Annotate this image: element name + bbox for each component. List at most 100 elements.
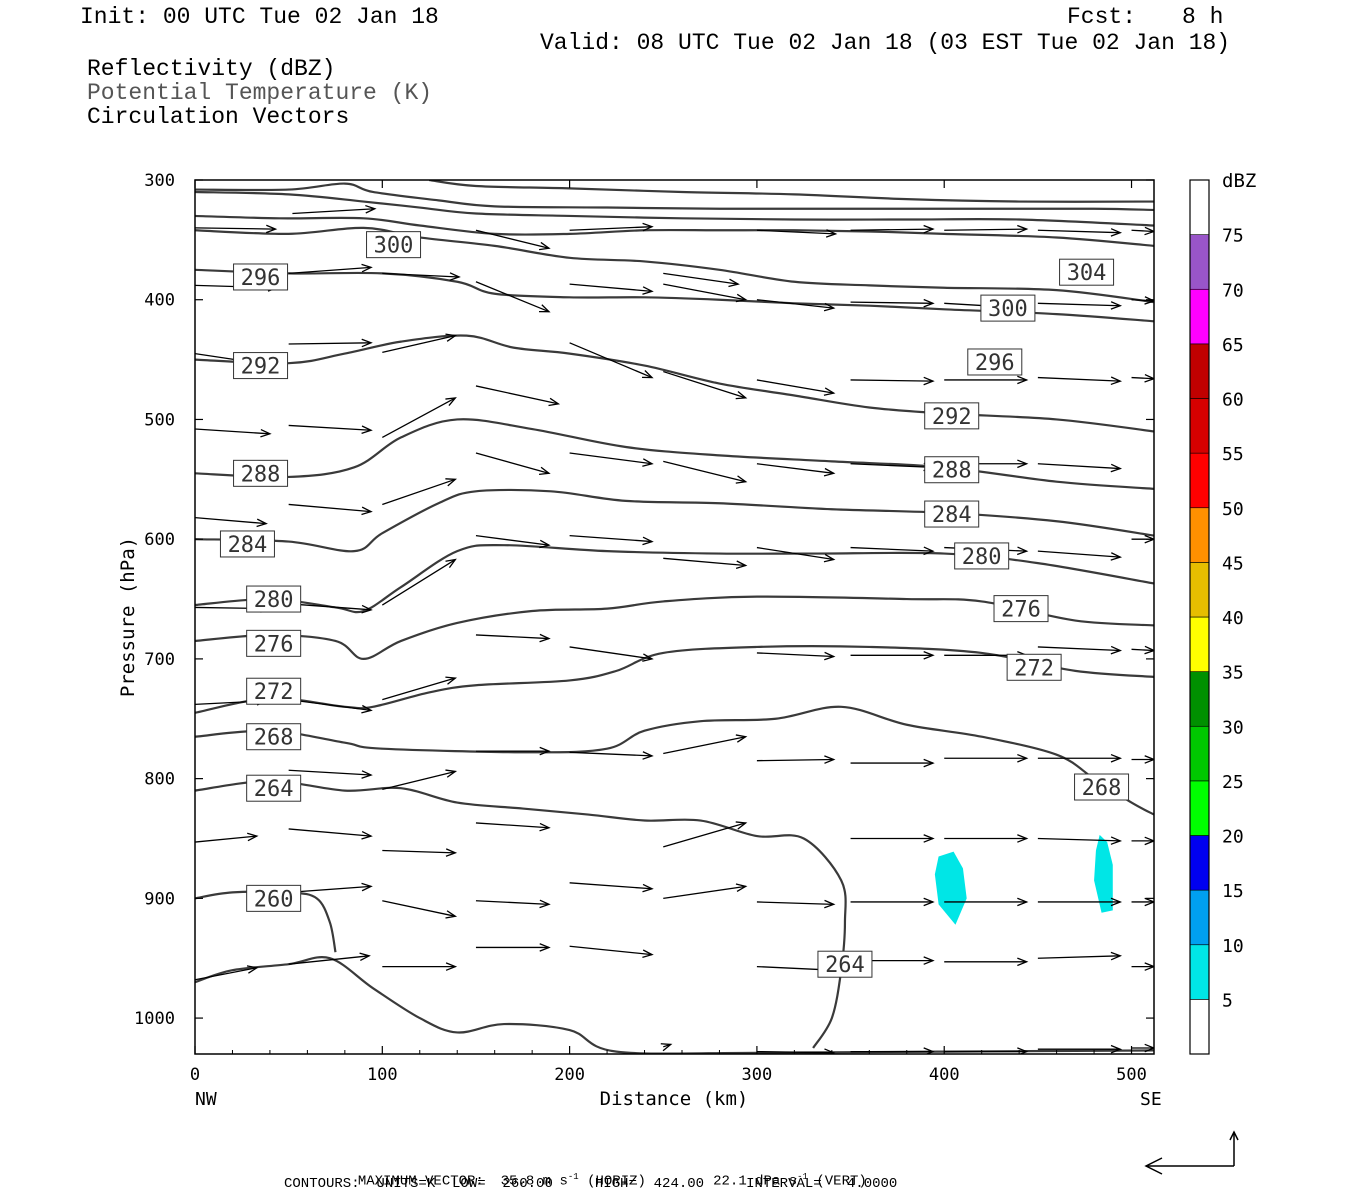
circulation-vector-16 bbox=[288, 698, 373, 714]
isentrope-300-line-12 bbox=[195, 226, 1154, 304]
circulation-vector-43 bbox=[569, 342, 654, 379]
colorbar-frame bbox=[1189, 179, 1210, 1055]
circulation-vector-30 bbox=[382, 962, 458, 971]
y-tick-label-500: 500 bbox=[144, 410, 175, 430]
circulation-vector-41 bbox=[569, 222, 654, 232]
circulation-vector-53 bbox=[663, 460, 748, 484]
isentrope-label-288-15: 288 bbox=[924, 456, 980, 484]
circulation-vector-40 bbox=[475, 943, 551, 952]
circulation-vector-107 bbox=[1131, 755, 1154, 764]
circulation-vector-28 bbox=[382, 848, 458, 857]
circulation-vector-23 bbox=[381, 397, 457, 438]
circulation-vector-51 bbox=[663, 283, 748, 303]
max-horizontal-value: 35.8 m s bbox=[500, 1173, 568, 1190]
circulation-vector-15 bbox=[288, 603, 373, 614]
horizontal-tag: (HORIZ) bbox=[587, 1173, 646, 1190]
y-axis-label: Pressure (hPa) bbox=[117, 537, 139, 697]
horiz-exponent: -1 bbox=[567, 1172, 579, 1182]
isentrope-label-292-16: 292 bbox=[233, 352, 289, 380]
circulation-vector-20 bbox=[288, 952, 371, 965]
isentrope-label-296-19: 296 bbox=[967, 348, 1023, 376]
x-tick-label-400: 400 bbox=[929, 1065, 960, 1085]
field-reflectivity: Reflectivity (dBZ) bbox=[87, 56, 336, 82]
colorbar-level-40: 40 bbox=[1222, 608, 1244, 629]
y-tick-label-300: 300 bbox=[144, 171, 175, 191]
colorbar-segment-8 bbox=[1189, 616, 1210, 672]
colorbar-segment-2 bbox=[1189, 944, 1210, 1000]
colorbar-segment-11 bbox=[1189, 452, 1210, 509]
max-vertical-value: 22.1 dPa s bbox=[713, 1173, 798, 1190]
circulation-vector-35 bbox=[475, 534, 551, 549]
colorbar-segment-6 bbox=[1189, 725, 1210, 782]
colorbar-segment-9 bbox=[1189, 562, 1210, 618]
circulation-vector-50 bbox=[663, 272, 740, 288]
isentrope-label-284-13: 284 bbox=[924, 500, 980, 528]
valid-time: Valid: 08 UTC Tue 02 Jan 18 (03 EST Tue … bbox=[540, 30, 1231, 56]
circulation-vector-95 bbox=[1037, 550, 1123, 561]
colorbar-segment-7 bbox=[1189, 671, 1210, 727]
circulation-vector-1 bbox=[195, 224, 278, 234]
circulation-vector-76 bbox=[850, 834, 935, 843]
isentrope-label-276-9: 276 bbox=[993, 595, 1049, 623]
colorbar-level-5: 5 bbox=[1222, 990, 1233, 1011]
circulation-vector-99 bbox=[1037, 897, 1123, 907]
circulation-vector-80 bbox=[944, 224, 1029, 234]
x-tick-label-100: 100 bbox=[367, 1065, 398, 1085]
circulation-vector-60 bbox=[756, 299, 836, 312]
isentrope-label-268-5: 268 bbox=[1074, 773, 1130, 801]
reflectivity-layer bbox=[934, 834, 1113, 925]
circulation-vector-42 bbox=[569, 283, 654, 295]
circulation-vector-37 bbox=[475, 746, 551, 756]
circulation-vector-4 bbox=[195, 428, 272, 438]
circulation-vector-56 bbox=[663, 821, 748, 848]
circulation-vector-22 bbox=[382, 333, 458, 354]
circulation-vector-26 bbox=[382, 676, 458, 701]
circulation-vector-61 bbox=[756, 379, 836, 396]
circulation-vector-91 bbox=[1037, 228, 1123, 237]
isentrope-label-264-2: 264 bbox=[246, 774, 302, 802]
svg-text:272: 272 bbox=[254, 680, 294, 705]
svg-text:272: 272 bbox=[1014, 656, 1054, 681]
isentrope-label-260-1: 260 bbox=[246, 884, 302, 912]
isentrope-288-line-9 bbox=[195, 418, 1154, 490]
vertical-tag: (VERT) bbox=[816, 1173, 867, 1190]
left-end-label: NW bbox=[195, 1089, 217, 1110]
x-tick-label-200: 200 bbox=[554, 1065, 585, 1085]
y-tick-label-600: 600 bbox=[144, 530, 175, 550]
y-tick-label-700: 700 bbox=[144, 650, 175, 670]
circulation-vector-14 bbox=[288, 503, 373, 516]
svg-text:260: 260 bbox=[254, 887, 294, 912]
max-vector-label: MAXIMUM VECTOR: bbox=[357, 1173, 484, 1190]
svg-text:292: 292 bbox=[241, 355, 281, 380]
isentrope-label-276-8: 276 bbox=[246, 629, 302, 657]
circulation-vector-87 bbox=[944, 834, 1029, 843]
svg-text:292: 292 bbox=[932, 405, 972, 430]
circulation-vector-110 bbox=[1131, 962, 1154, 971]
colorbar-unit: dBZ bbox=[1222, 170, 1256, 192]
circulation-vector-59 bbox=[756, 229, 838, 238]
isentrope-label-296-18: 296 bbox=[233, 263, 289, 291]
forecast-label: Fcst: bbox=[1067, 4, 1137, 30]
colorbar-level-50: 50 bbox=[1222, 499, 1244, 520]
circulation-vector-101 bbox=[1037, 1044, 1123, 1054]
circulation-vector-111 bbox=[1131, 1043, 1154, 1053]
isentrope-label-280-10: 280 bbox=[246, 585, 302, 613]
isentrope-264-line-3 bbox=[195, 779, 847, 1049]
circulation-vector-25 bbox=[381, 558, 457, 606]
x-axis-label: Distance (km) bbox=[600, 1088, 749, 1110]
isentrope-label-300-20: 300 bbox=[366, 231, 422, 259]
circulation-vector-106 bbox=[1131, 645, 1154, 655]
isentrope-316-line-16 bbox=[428, 180, 1154, 203]
colorbar-level-55: 55 bbox=[1222, 444, 1244, 465]
reflectivity-echo-2 bbox=[1094, 834, 1113, 913]
colorbar-segment-14 bbox=[1189, 288, 1210, 345]
circulation-vector-63 bbox=[756, 546, 836, 563]
reflectivity-echo-1 bbox=[934, 851, 967, 925]
circulation-vector-12 bbox=[288, 338, 373, 348]
colorbar-level-20: 20 bbox=[1222, 827, 1244, 848]
isentrope-284-line-8 bbox=[195, 488, 1154, 553]
circulation-vector-10 bbox=[292, 204, 377, 215]
isentrope-label-300-21: 300 bbox=[980, 294, 1036, 322]
circulation-vector-108 bbox=[1131, 836, 1154, 846]
